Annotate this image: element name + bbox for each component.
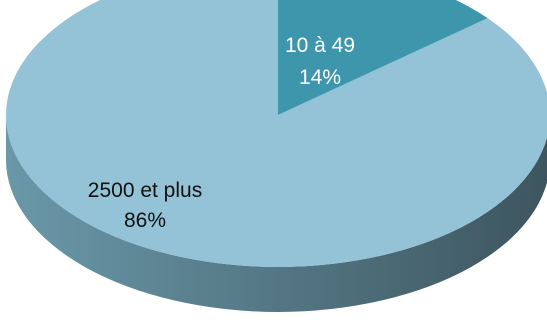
slice-label-2500-et-plus-percent: 86% [124, 209, 166, 232]
slice-label-10-a-49-category: 10 à 49 [285, 34, 355, 57]
pie-slice-10-a-49 [278, 0, 488, 115]
pie-slice-2500-et-plus [6, 0, 547, 267]
slice-label-10-a-49-percent: 14% [299, 66, 341, 89]
pie-side [6, 115, 547, 312]
slice-label-2500-et-plus-category: 2500 et plus [88, 179, 202, 202]
